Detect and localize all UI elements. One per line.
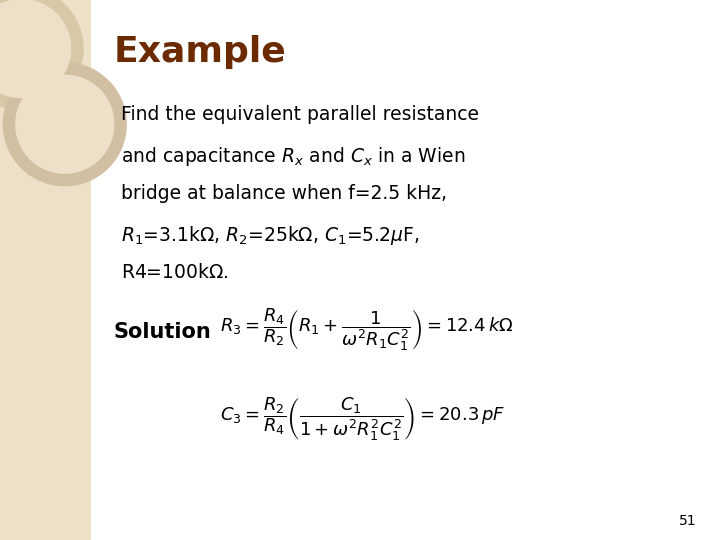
- Ellipse shape: [0, 0, 71, 98]
- Text: bridge at balance when f=2.5 kHz,: bridge at balance when f=2.5 kHz,: [121, 184, 447, 203]
- Ellipse shape: [15, 75, 114, 174]
- Text: 51: 51: [680, 514, 697, 528]
- Text: and capacitance $R_x$ and $C_x$ in a Wien: and capacitance $R_x$ and $C_x$ in a Wie…: [121, 145, 465, 168]
- Ellipse shape: [3, 62, 127, 186]
- Text: R4=100k$\Omega$.: R4=100k$\Omega$.: [121, 263, 228, 282]
- Text: $C_3 = \dfrac{R_2}{R_4}\left(\dfrac{C_1}{1 + \omega^2 R_1^2 C_1^2}\right) = 20.3: $C_3 = \dfrac{R_2}{R_4}\left(\dfrac{C_1}…: [220, 395, 505, 442]
- Text: Find the equivalent parallel resistance: Find the equivalent parallel resistance: [121, 105, 479, 124]
- Ellipse shape: [0, 0, 84, 111]
- FancyBboxPatch shape: [0, 0, 91, 540]
- Text: Example: Example: [114, 35, 287, 69]
- Text: Solution: Solution: [114, 322, 212, 342]
- Text: $R_3 = \dfrac{R_4}{R_2}\left(R_1 + \dfrac{1}{\omega^2 R_1 C_1^2}\right) = 12.4\,: $R_3 = \dfrac{R_4}{R_2}\left(R_1 + \dfra…: [220, 306, 513, 353]
- Text: $R_1$=3.1k$\Omega$, $R_2$=25k$\Omega$, $C_1$=5.2$\mu$F,: $R_1$=3.1k$\Omega$, $R_2$=25k$\Omega$, $…: [121, 224, 420, 247]
